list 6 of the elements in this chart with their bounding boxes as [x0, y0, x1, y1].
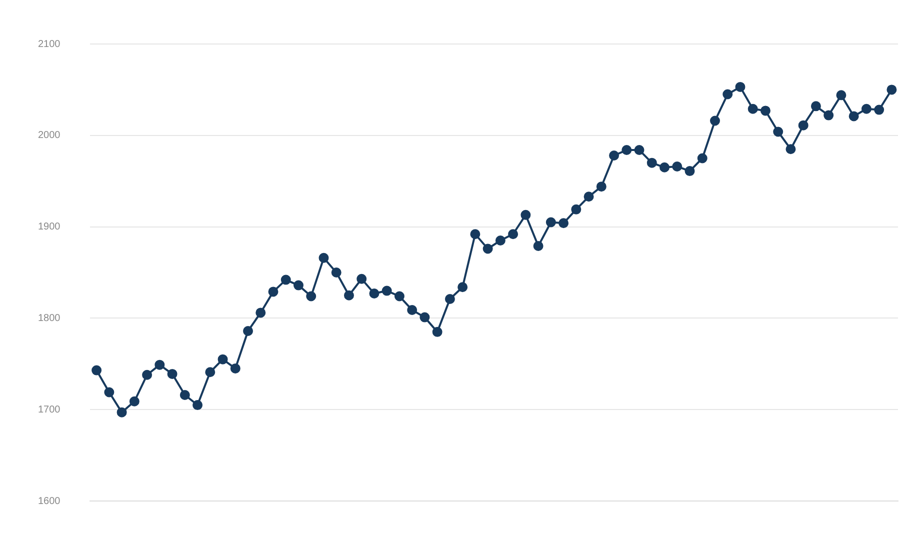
y-tick-label: 1700: [38, 404, 61, 416]
y-tick-label: 1600: [38, 496, 61, 507]
y-tick-label: 1800: [38, 312, 61, 324]
y-tick-label: 2100: [38, 38, 61, 50]
y-tick-label: 1900: [38, 222, 61, 233]
y-tick-label: 2000: [38, 130, 61, 142]
